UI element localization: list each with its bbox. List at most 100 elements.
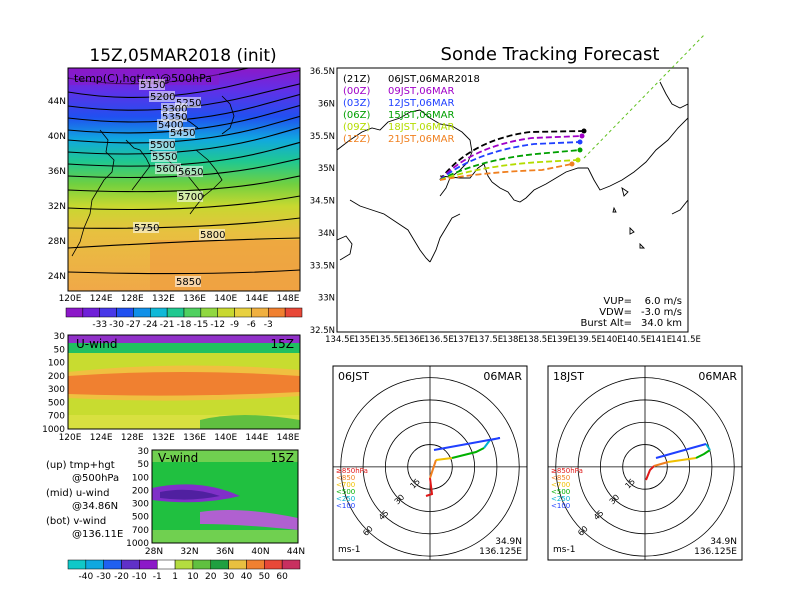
lat-tick-label: 36.5N: [310, 67, 335, 77]
hodo-ring: [555, 377, 735, 557]
contour-label: 5550: [152, 152, 177, 163]
map500-lon-ticks: 120E 124E 128E 132E 136E 140E 144E 148E: [59, 294, 300, 304]
lat-tick-label: 36N: [318, 99, 335, 109]
colorbar-500: -33 -30 -27 -24 -21 -18 -15 -12 -9 -6 -3: [65, 307, 303, 330]
lat-tick-label: 32.5N: [310, 326, 335, 336]
param-value: 6.0 m/s: [645, 296, 682, 307]
colorbar-swatch: [174, 559, 194, 570]
colorbar-tick: -30: [109, 320, 124, 330]
map500-lat-ticks: 44N 40N 36N 32N 28N 24N: [48, 97, 66, 282]
lon-tick-label: 124E: [90, 433, 113, 443]
colorbar-tick: -9: [230, 320, 239, 330]
hodo-legend-item: <700: [551, 481, 570, 489]
colorbar-swatch: [281, 559, 301, 570]
hodo-time: 18JST: [553, 370, 584, 383]
colorbar-swatch: [166, 307, 185, 318]
hodo-legend-item: <250: [551, 495, 570, 503]
colorbar-tick: 10: [187, 572, 199, 582]
hodo-legend-item: <100: [336, 502, 355, 510]
pressure-tick-label: 700: [48, 412, 65, 422]
right-title: Sonde Tracking Forecast: [441, 44, 660, 65]
pressure-tick-label: 1000: [126, 539, 149, 549]
lon-tick-label: 128E: [121, 294, 144, 304]
hodo-time: 06JST: [338, 370, 369, 383]
hodo-legend-item: <500: [551, 488, 570, 496]
colorbar-swatch: [246, 559, 265, 570]
vwind-time: 15Z: [271, 451, 295, 465]
hodo-ring: [362, 399, 498, 535]
lat-tick-label: 24N: [48, 272, 66, 282]
lat-tick-label: 40N: [48, 132, 66, 142]
pressure-tick-label: 50: [54, 345, 66, 355]
legend-run: (12Z): [343, 134, 370, 145]
colorbar-tick: -24: [143, 320, 158, 330]
pressure-tick-label: 100: [132, 473, 149, 483]
colorbar-tick: 20: [205, 572, 217, 582]
contour-label: 5700: [178, 192, 203, 203]
hodo-ring: [340, 377, 520, 557]
colorbar-swatch: [85, 559, 104, 570]
hodo-trace: [451, 447, 485, 459]
param-value: -3.0 m/s: [641, 307, 682, 318]
contour-label: 5400: [158, 120, 183, 131]
colorbar-swatch: [65, 307, 84, 318]
colorbar-swatch: [121, 559, 140, 570]
hodo-trace: [695, 449, 711, 459]
legend-time: 06JST,06MAR2018: [388, 74, 480, 85]
param-key: VUP=: [603, 296, 632, 307]
param-value: 34.0 km: [641, 318, 682, 329]
colorbar-tick: -27: [126, 320, 141, 330]
panel-notes: (up) tmp+hgt @500hPa (mid) u-wind @34.86N (b…: [46, 460, 123, 540]
uwind-lon-ticks: 120E 124E 128E 132E 136E 140E 144E 148E: [59, 433, 300, 443]
lon-tick-label: 136E: [183, 294, 206, 304]
track-params: 6.0 m/s VUP= -3.0 m/s VDW= 34.0 km Burst Alt=: [580, 296, 682, 329]
colorbar-tick: -3: [264, 320, 273, 330]
note-subline: @500hPa: [72, 473, 119, 484]
colorbar-swatch: [183, 307, 202, 318]
lon-tick-label: 135.5E: [375, 335, 405, 345]
legend-time: 15JST,06MAR: [388, 110, 455, 121]
burst-point: [581, 128, 587, 134]
colorbar-swatch: [99, 307, 117, 318]
hodo-legend-item: <700: [336, 481, 355, 489]
contour-label: 5650: [178, 167, 203, 178]
sonde-track: [439, 159, 579, 181]
colorbar-tick: -30: [96, 572, 111, 582]
sonde-track: [439, 130, 585, 181]
pressure-tick-label: 200: [132, 486, 149, 496]
hodo-trace: [655, 443, 707, 459]
colorbar-tick: -6: [247, 320, 256, 330]
lon-tick-label: 136.5E: [424, 335, 454, 345]
contour-label: 5750: [134, 223, 159, 234]
hodo-legend-item: <100: [551, 502, 570, 510]
contour-label: 5250: [176, 98, 201, 109]
colorbar-tick: -1: [153, 572, 162, 582]
contour-label: 5450: [170, 128, 195, 139]
pressure-tick-label: 500: [48, 398, 65, 408]
pressure-tick-label: 500: [132, 513, 149, 523]
lon-tick-label: 140.5E: [622, 335, 652, 345]
colorbar-tick: -40: [78, 572, 93, 582]
lon-tick-label: 140E: [601, 335, 623, 345]
lon-tick-label: 144E: [245, 294, 268, 304]
ascent-line: [583, 33, 706, 159]
contour-labels: 5150520052505300535054005450550055505600…: [133, 79, 225, 288]
colorbar-swatch: [116, 307, 134, 318]
uwind-time: 15Z: [271, 337, 295, 351]
lon-tick-label: 132E: [152, 294, 175, 304]
lat-tick-label: 34N: [318, 229, 335, 239]
map-500hpa: temp(C),hgt(m)@500hPa 515052005250530053…: [48, 67, 301, 304]
pressure-tick-label: 200: [48, 372, 65, 382]
contour-label: 5350: [162, 112, 187, 123]
lon-tick-label: 128E: [121, 433, 144, 443]
lon-tick-label: 124E: [90, 294, 113, 304]
track-lat-ticks: 36.5N 36N 35.5N 35N 34.5N 34N 33.5N 33N 32.5N: [310, 67, 335, 336]
hodo-date: 06MAR: [483, 370, 522, 383]
legend-time: 18JST,06MAR: [388, 122, 455, 133]
burst-point: [569, 161, 575, 167]
note-line: (up) tmp+hgt: [46, 460, 115, 471]
legend-run: (03Z): [343, 98, 370, 109]
hodo-trace: [483, 439, 491, 449]
contour-label: 5150: [140, 80, 165, 91]
colorbar-swatch: [234, 307, 252, 318]
